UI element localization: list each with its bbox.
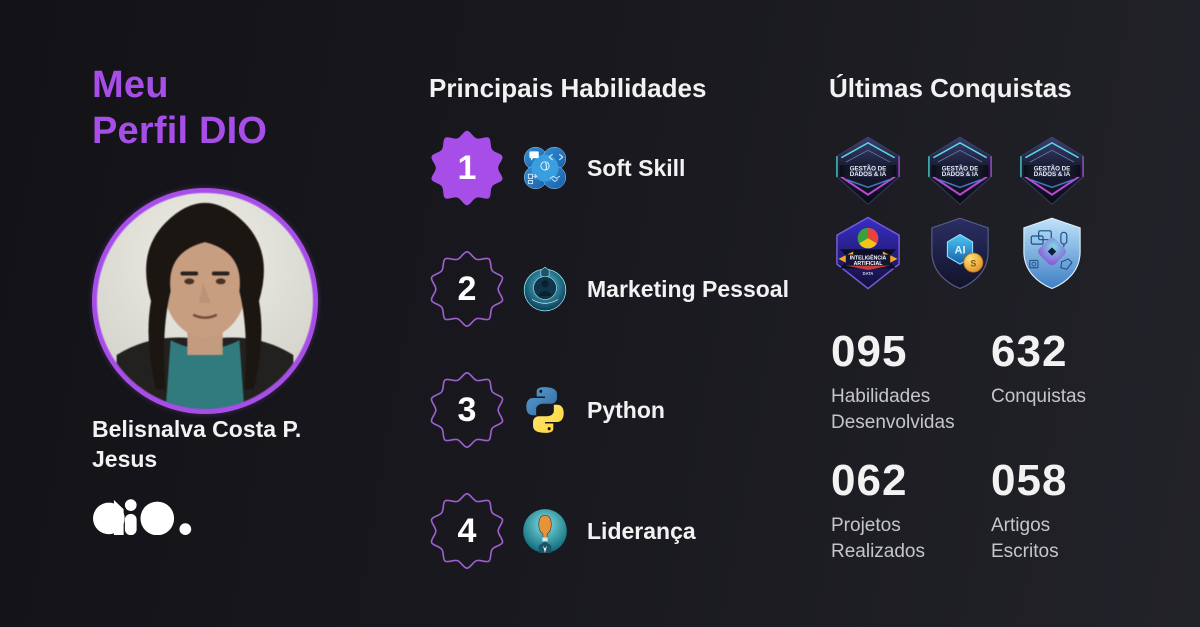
svg-text:ARTIFICIAL: ARTIFICIAL [854,261,883,267]
svg-text:DADOS & IA: DADOS & IA [942,171,979,178]
svg-text:DATA: DATA [863,271,874,276]
svg-text:DADOS & IA: DADOS & IA [1034,171,1071,178]
svg-text:AI: AI [954,245,965,257]
svg-text:DADOS & IA: DADOS & IA [850,171,887,178]
svg-text:S: S [970,258,976,268]
